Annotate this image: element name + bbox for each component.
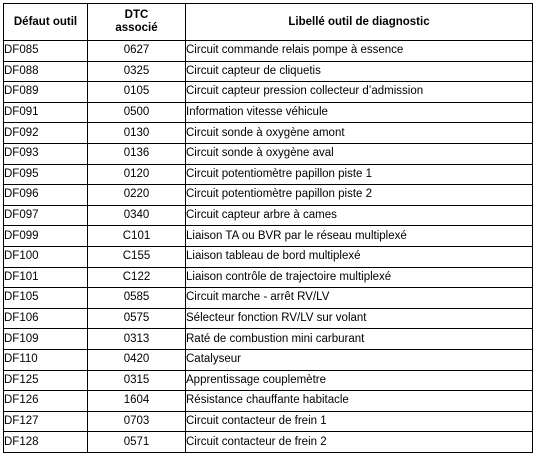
table-row: DF091 0500 Information vitesse véhicule: [3, 101, 533, 124]
cell-defaut-outil: DF100: [3, 245, 88, 268]
cell-defaut-outil: DF109: [3, 328, 88, 350]
cell-defaut-outil: DF105: [3, 287, 88, 309]
cell-dtc-associe: 0136: [87, 142, 186, 165]
cell-defaut-outil: DF128: [3, 431, 88, 453]
cell-dtc-associe: 0500: [87, 101, 186, 124]
table-row: DF088 0325 Circuit capteur de cliquetis: [3, 60, 533, 83]
table-row: DF106 0575 Sélecteur fonction RV/LV sur vo…: [3, 307, 533, 330]
table-header-row: Défaut outil DTC associé Libellé outil d…: [3, 3, 533, 41]
cell-dtc-associe: 0571: [87, 431, 186, 453]
cell-libelle: Apprentissage couplemètre: [185, 369, 533, 392]
table-row: DF093 0136 Circuit sonde à oxygène aval: [3, 142, 533, 165]
cell-libelle: Résistance chauffante habitacle: [185, 390, 533, 412]
cell-dtc-associe: 0420: [87, 348, 186, 371]
table-body: DF085 0627 Circuit commande relais pompe à…: [3, 40, 533, 453]
cell-libelle: Circuit commande relais pompe à essence: [185, 40, 533, 62]
header-dtc-line2: associé: [115, 22, 158, 34]
cell-libelle: Liaison TA ou BVR par le réseau multiple…: [185, 225, 533, 247]
cell-libelle: Circuit capteur de cliquetis: [185, 60, 533, 83]
table-row: DF100 C155 Liaison tableau de bord multipl…: [3, 245, 533, 268]
cell-defaut-outil: DF095: [3, 163, 88, 186]
table-row: DF110 0420 Catalyseur: [3, 348, 533, 371]
cell-libelle: Circuit potentiomètre papillon piste 1: [185, 163, 533, 186]
cell-defaut-outil: DF085: [3, 40, 88, 62]
cell-dtc-associe: 0340: [87, 204, 186, 227]
cell-defaut-outil: DF091: [3, 101, 88, 124]
table-row: DF105 0585 Circuit marche - arrêt RV/LV: [3, 287, 533, 309]
cell-dtc-associe: 0575: [87, 307, 186, 330]
cell-dtc-associe: 1604: [87, 390, 186, 412]
table-row: DF125 0315 Apprentissage couplemètre: [3, 369, 533, 392]
table-row: DF126 1604 Résistance chauffante habitacle: [3, 390, 533, 412]
cell-dtc-associe: 0627: [87, 40, 186, 62]
cell-libelle: Circuit capteur arbre à cames: [185, 204, 533, 227]
cell-libelle: Circuit marche - arrêt RV/LV: [185, 287, 533, 309]
cell-dtc-associe: C101: [87, 225, 186, 247]
table-row: DF092 0130 Circuit sonde à oxygène amont: [3, 122, 533, 144]
cell-defaut-outil: DF127: [3, 410, 88, 433]
table-row: DF095 0120 Circuit potentiomètre papillon …: [3, 163, 533, 186]
header-dtc-associe: DTC associé: [87, 3, 186, 41]
cell-dtc-associe: 0325: [87, 60, 186, 83]
cell-dtc-associe: 0585: [87, 287, 186, 309]
table-row: DF089 0105 Circuit capteur pression collec…: [3, 81, 533, 103]
cell-libelle: Circuit contacteur de frein 1: [185, 410, 533, 433]
cell-defaut-outil: DF110: [3, 348, 88, 371]
cell-defaut-outil: DF096: [3, 184, 88, 206]
cell-defaut-outil: DF093: [3, 142, 88, 165]
cell-libelle: Catalyseur: [185, 348, 533, 371]
cell-libelle: Circuit capteur pression collecteur d’ad…: [185, 81, 533, 103]
cell-dtc-associe: 0315: [87, 369, 186, 392]
cell-defaut-outil: DF106: [3, 307, 88, 330]
table-row: DF127 0703 Circuit contacteur de frein 1: [3, 410, 533, 433]
cell-libelle: Liaison contrôle de trajectoire multiple…: [185, 266, 533, 289]
table-row: DF128 0571 Circuit contacteur de frein 2: [3, 431, 533, 453]
cell-libelle: Liaison tableau de bord multiplexé: [185, 245, 533, 268]
cell-dtc-associe: C122: [87, 266, 186, 289]
table-row: DF097 0340 Circuit capteur arbre à cames: [3, 204, 533, 227]
table-row: DF101 C122 Liaison contrôle de trajectoire…: [3, 266, 533, 289]
table-row: DF096 0220 Circuit potentiomètre papillon …: [3, 184, 533, 206]
cell-dtc-associe: 0313: [87, 328, 186, 350]
cell-dtc-associe: 0220: [87, 184, 186, 206]
cell-defaut-outil: DF097: [3, 204, 88, 227]
cell-libelle: Circuit contacteur de frein 2: [185, 431, 533, 453]
diagnostic-table: Défaut outil DTC associé Libellé outil d…: [3, 3, 533, 453]
cell-dtc-associe: C155: [87, 245, 186, 268]
cell-defaut-outil: DF126: [3, 390, 88, 412]
cell-libelle: Circuit sonde à oxygène amont: [185, 122, 533, 144]
table-row: DF085 0627 Circuit commande relais pompe à…: [3, 40, 533, 62]
cell-libelle: Circuit sonde à oxygène aval: [185, 142, 533, 165]
cell-dtc-associe: 0703: [87, 410, 186, 433]
cell-dtc-associe: 0130: [87, 122, 186, 144]
cell-dtc-associe: 0120: [87, 163, 186, 186]
header-libelle: Libellé outil de diagnostic: [185, 3, 533, 41]
header-defaut-outil: Défaut outil: [3, 3, 88, 41]
cell-defaut-outil: DF092: [3, 122, 88, 144]
cell-dtc-associe: 0105: [87, 81, 186, 103]
header-dtc-line1: DTC: [124, 9, 149, 21]
cell-defaut-outil: DF099: [3, 225, 88, 247]
cell-libelle: Circuit potentiomètre papillon piste 2: [185, 184, 533, 206]
cell-libelle: Raté de combustion mini carburant: [185, 328, 533, 350]
cell-defaut-outil: DF101: [3, 266, 88, 289]
cell-defaut-outil: DF125: [3, 369, 88, 392]
cell-defaut-outil: DF089: [3, 81, 88, 103]
cell-defaut-outil: DF088: [3, 60, 88, 83]
cell-libelle: Sélecteur fonction RV/LV sur volant: [185, 307, 533, 330]
cell-libelle: Information vitesse véhicule: [185, 101, 533, 124]
table-row: DF109 0313 Raté de combustion mini carbura…: [3, 328, 533, 350]
table-row: DF099 C101 Liaison TA ou BVR par le réseau…: [3, 225, 533, 247]
